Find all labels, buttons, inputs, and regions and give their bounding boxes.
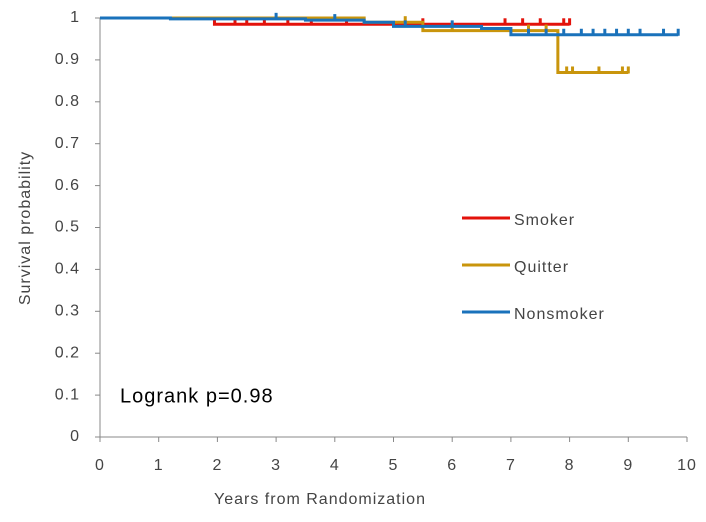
x-tick-label: 0 [95,457,105,474]
y-tick-label: 0.4 [55,261,80,278]
x-tick-label: 3 [271,457,281,474]
legend-label: Smoker [514,212,575,229]
survival-curve [100,16,629,74]
y-tick-label: 0.7 [55,135,80,152]
y-tick-label: 0.9 [55,51,80,68]
x-tick-label: 6 [447,457,457,474]
y-tick-label: 0.5 [55,219,80,236]
x-tick-label: 10 [677,457,697,474]
y-tick-label: 0.2 [55,344,80,361]
survival-curve [100,16,679,37]
x-tick-label: 8 [565,457,575,474]
x-tick-label: 9 [623,457,633,474]
legend-label: Nonsmoker [514,306,605,323]
y-tick-label: 0.1 [55,386,80,403]
y-tick-label: 0.6 [55,177,80,194]
x-tick-label: 1 [154,457,164,474]
y-tick-label: 0.3 [55,303,80,320]
y-tick-label: 1 [70,9,80,26]
y-tick-label: 0 [70,428,80,445]
annotation: Logrank p=0.98 [120,385,274,407]
x-tick-label: 2 [212,457,222,474]
y-axis-label: Survival probability [17,151,34,305]
x-axis-label: Years from Randomization [214,491,426,508]
x-tick-label: 5 [389,457,399,474]
legend-label: Quitter [514,259,569,276]
x-tick-label: 4 [330,457,340,474]
y-tick-label: 0.8 [55,93,80,110]
x-tick-label: 7 [506,457,516,474]
